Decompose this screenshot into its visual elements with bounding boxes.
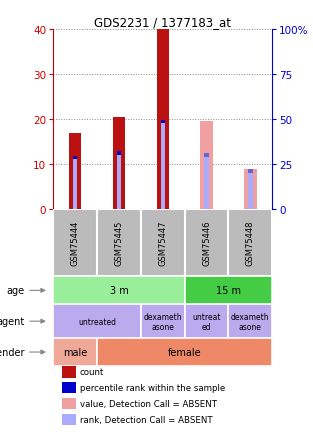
- Title: GDS2231 / 1377183_at: GDS2231 / 1377183_at: [94, 16, 231, 29]
- Bar: [141, 305, 185, 338]
- Bar: [62, 366, 76, 378]
- Text: 15 m: 15 m: [216, 286, 241, 296]
- Bar: [248, 170, 253, 173]
- Bar: [117, 152, 121, 155]
- Text: 3 m: 3 m: [110, 286, 128, 296]
- Text: GSM75448: GSM75448: [246, 220, 255, 266]
- Text: value, Detection Call = ABSENT: value, Detection Call = ABSENT: [80, 399, 217, 408]
- Text: dexameth
asone: dexameth asone: [231, 312, 270, 331]
- Text: dexameth
asone: dexameth asone: [143, 312, 182, 331]
- Text: GSM75445: GSM75445: [115, 220, 123, 266]
- Text: rank, Detection Call = ABSENT: rank, Detection Call = ABSENT: [80, 415, 212, 424]
- Text: GSM75446: GSM75446: [202, 220, 211, 266]
- Text: GSM75447: GSM75447: [158, 220, 167, 266]
- Bar: [62, 382, 76, 394]
- Text: female: female: [168, 347, 202, 357]
- Bar: [53, 276, 185, 305]
- Text: untreated: untreated: [78, 317, 116, 326]
- Bar: [53, 305, 141, 338]
- Text: percentile rank within the sample: percentile rank within the sample: [80, 383, 225, 392]
- Bar: [200, 122, 213, 210]
- Bar: [161, 120, 165, 124]
- Bar: [185, 305, 228, 338]
- Text: agent: agent: [0, 316, 25, 326]
- Bar: [53, 338, 97, 366]
- Bar: [113, 118, 125, 210]
- Bar: [185, 210, 228, 276]
- Bar: [204, 154, 209, 158]
- Bar: [161, 122, 165, 210]
- Bar: [69, 133, 81, 210]
- Bar: [62, 414, 76, 425]
- Text: untreat
ed: untreat ed: [192, 312, 221, 331]
- Bar: [62, 398, 76, 409]
- Bar: [117, 154, 121, 210]
- Bar: [53, 210, 97, 276]
- Text: count: count: [80, 368, 104, 376]
- Text: gender: gender: [0, 347, 25, 357]
- Text: male: male: [63, 347, 87, 357]
- Bar: [141, 210, 185, 276]
- Bar: [244, 169, 257, 210]
- Bar: [185, 276, 272, 305]
- Bar: [97, 338, 272, 366]
- Bar: [73, 156, 77, 160]
- Text: age: age: [7, 286, 25, 296]
- Text: GSM75444: GSM75444: [71, 220, 80, 266]
- Bar: [97, 210, 141, 276]
- Bar: [204, 156, 209, 210]
- Bar: [228, 210, 272, 276]
- Bar: [156, 30, 169, 210]
- Bar: [228, 305, 272, 338]
- Bar: [73, 158, 77, 210]
- Bar: [248, 171, 253, 210]
